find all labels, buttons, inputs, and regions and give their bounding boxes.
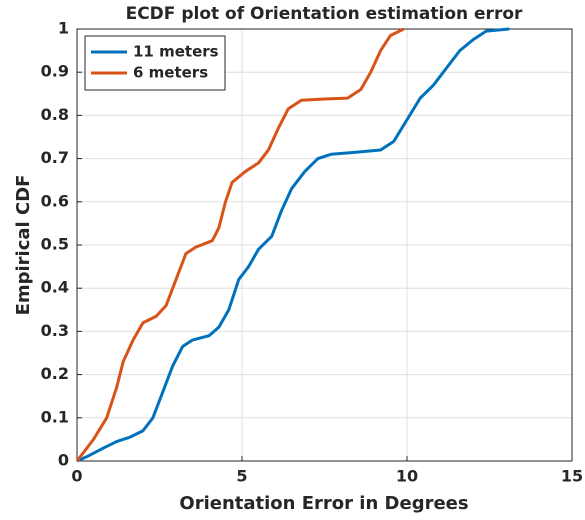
y-tick-label: 0.1 xyxy=(41,407,69,426)
legend-label: 6 meters xyxy=(133,64,208,82)
chart-title: ECDF plot of Orientation estimation erro… xyxy=(126,4,523,24)
y-tick-label: 0.6 xyxy=(41,191,69,210)
legend-label: 11 meters xyxy=(133,43,219,61)
y-tick-label: 0 xyxy=(58,451,69,470)
y-tick-label: 1 xyxy=(58,19,69,38)
x-tick-label: 10 xyxy=(396,467,418,486)
x-tick-label: 0 xyxy=(71,467,82,486)
y-tick-label: 0.5 xyxy=(41,235,69,254)
x-tick-label: 5 xyxy=(236,467,247,486)
series-line xyxy=(76,27,510,463)
y-axis-label: Empirical CDF xyxy=(13,175,34,316)
y-tick-label: 0.8 xyxy=(41,105,69,124)
x-tick-label: 15 xyxy=(561,467,583,486)
axes-box xyxy=(76,28,573,462)
y-tick-label: 0.4 xyxy=(41,278,69,297)
y-tick-label: 0.9 xyxy=(41,62,69,81)
legend-box xyxy=(84,35,226,91)
y-tick-label: 0.2 xyxy=(41,364,69,383)
y-tick-label: 0.3 xyxy=(41,321,69,340)
y-tick-label: 0.7 xyxy=(41,148,69,167)
series-line xyxy=(75,27,405,462)
x-axis-label: Orientation Error in Degrees xyxy=(179,493,468,514)
